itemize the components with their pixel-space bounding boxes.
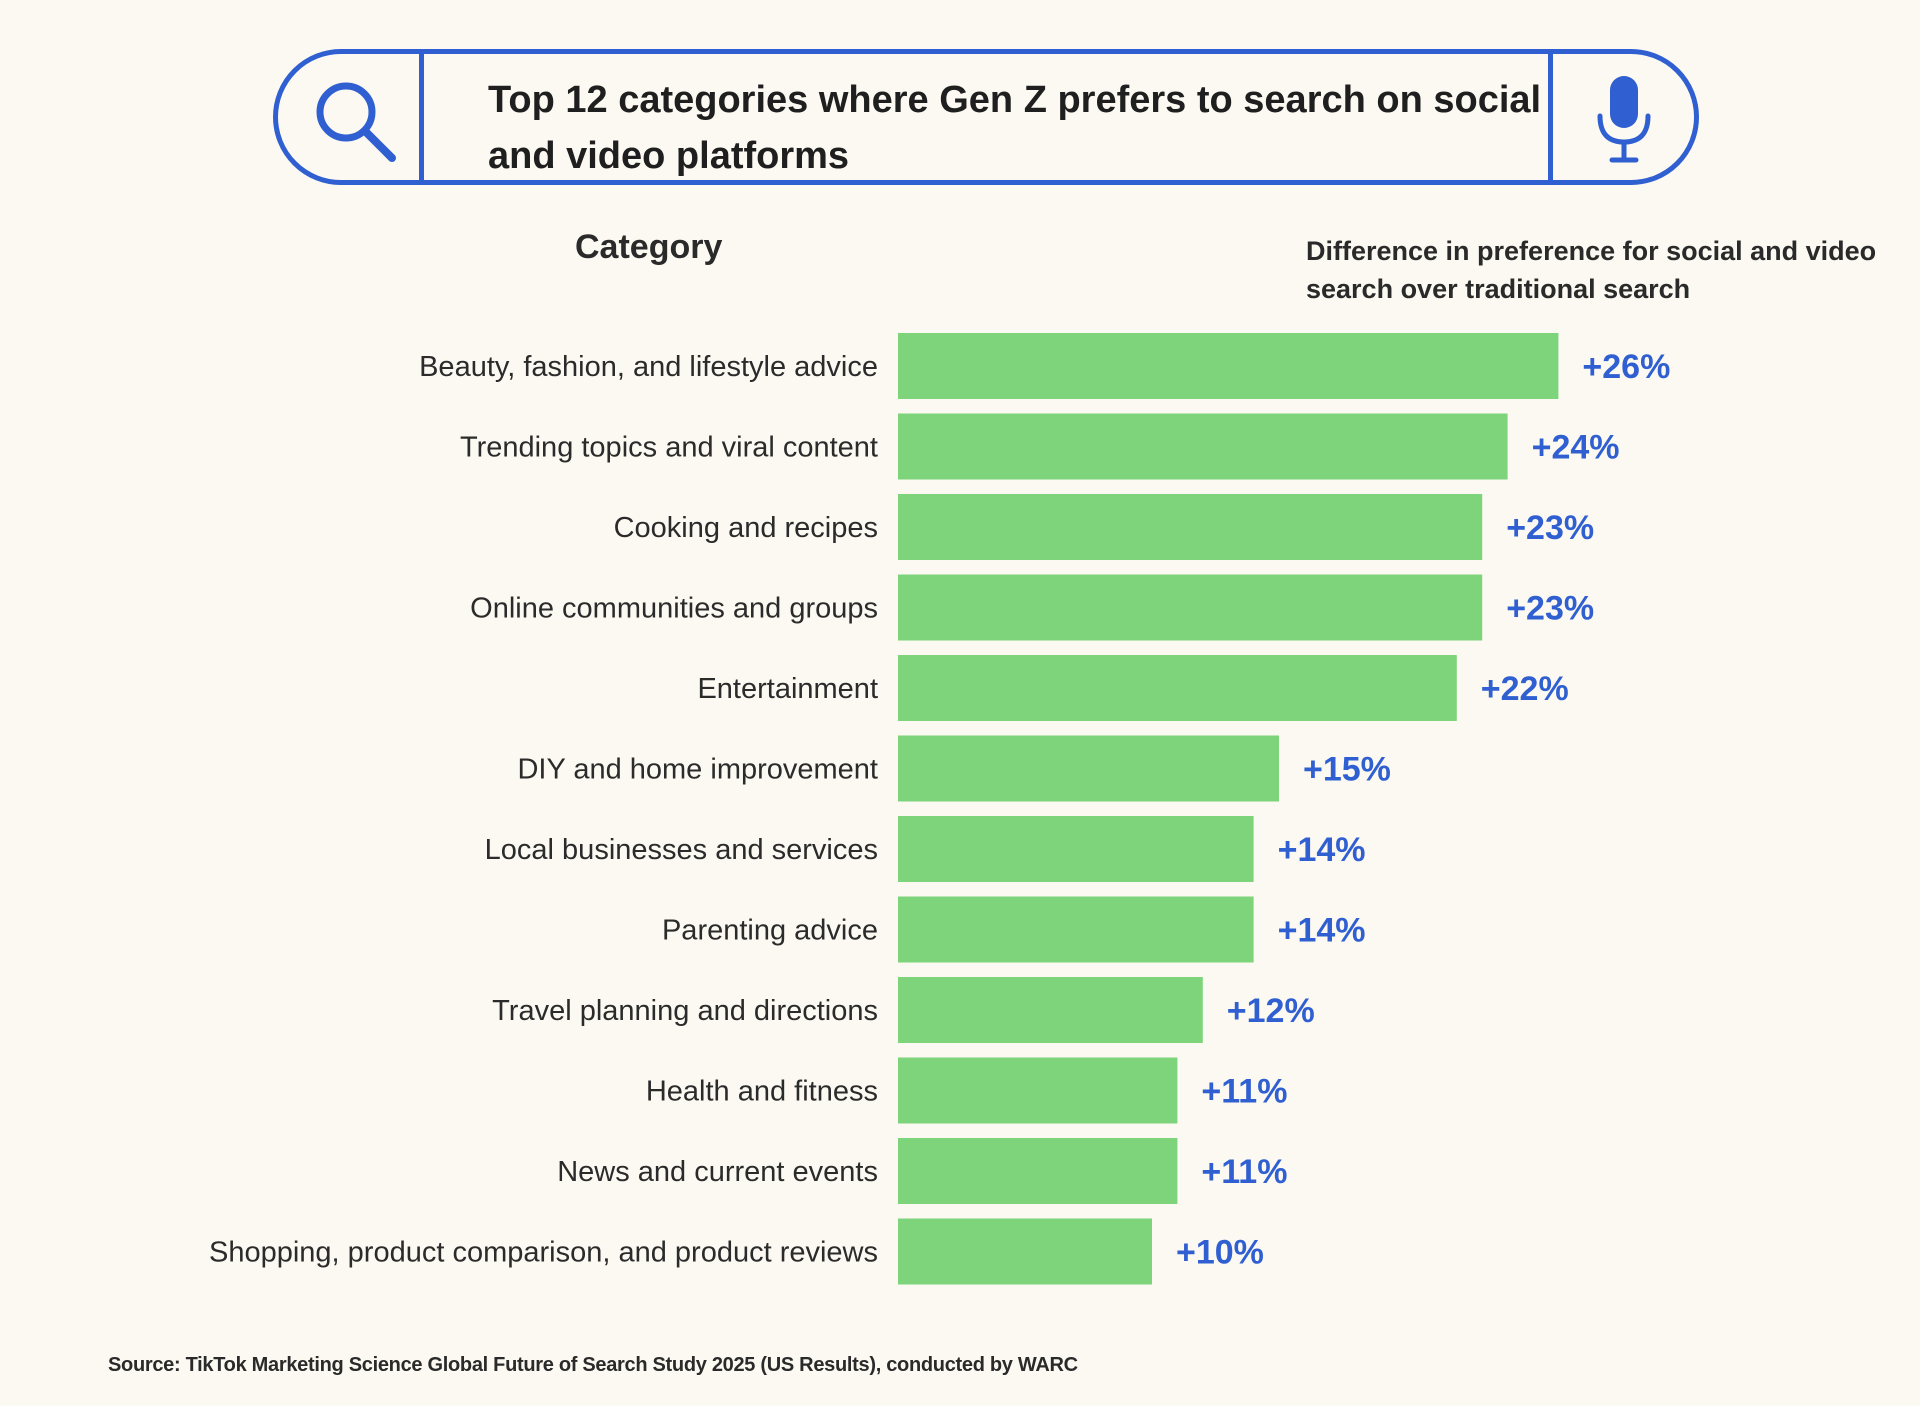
category-label: Health and fitness xyxy=(646,1076,878,1108)
category-label: Parenting advice xyxy=(662,915,878,947)
category-column-header: Category xyxy=(575,228,723,266)
value-label: +15% xyxy=(1303,751,1391,789)
category-label: Local businesses and services xyxy=(485,834,878,866)
bar xyxy=(898,816,1254,882)
category-label: Online communities and groups xyxy=(470,593,878,625)
bar xyxy=(898,413,1508,480)
bar xyxy=(898,1218,1152,1285)
category-label: Travel planning and directions xyxy=(492,995,878,1027)
value-label: +26% xyxy=(1582,348,1670,386)
category-label: News and current events xyxy=(557,1156,878,1188)
bar xyxy=(898,1057,1178,1124)
value-label: +22% xyxy=(1481,670,1569,708)
search-bar-divider-right xyxy=(1548,54,1553,180)
value-label: +11% xyxy=(1201,1073,1287,1111)
category-label: Beauty, fashion, and lifestyle advice xyxy=(419,351,878,383)
value-label: +11% xyxy=(1201,1153,1287,1191)
source-note: Source: TikTok Marketing Science Global … xyxy=(108,1354,1078,1376)
microphone-icon xyxy=(1588,72,1660,168)
bar xyxy=(898,735,1279,802)
bar xyxy=(898,494,1483,560)
value-label: +14% xyxy=(1278,912,1366,950)
category-label: Shopping, product comparison, and produc… xyxy=(209,1237,878,1269)
category-label: Trending topics and viral content xyxy=(460,432,878,464)
value-label: +10% xyxy=(1176,1234,1264,1272)
bar xyxy=(898,574,1483,641)
bar xyxy=(898,896,1254,963)
bar xyxy=(898,1138,1178,1204)
bar-chart: Beauty, fashion, and lifestyle advice +26… xyxy=(209,333,1670,1285)
value-label: +14% xyxy=(1278,831,1366,869)
category-label: Cooking and recipes xyxy=(614,512,878,544)
bar xyxy=(898,655,1457,721)
title-search-bar: Top 12 categories where Gen Z prefers to… xyxy=(273,49,1699,185)
difference-column-header: Difference in preference for social and … xyxy=(1306,236,1877,304)
bar xyxy=(898,977,1203,1043)
value-label: +23% xyxy=(1506,590,1594,628)
value-label: +24% xyxy=(1532,429,1620,467)
search-bar-divider-left xyxy=(419,54,424,180)
value-label: +23% xyxy=(1506,509,1594,547)
category-label: Entertainment xyxy=(697,673,878,705)
value-label: +12% xyxy=(1227,992,1315,1030)
search-icon xyxy=(310,76,400,166)
bar xyxy=(898,333,1559,399)
category-label: DIY and home improvement xyxy=(517,754,878,786)
chart-title: Top 12 categories where Gen Z prefers to… xyxy=(488,79,1542,177)
